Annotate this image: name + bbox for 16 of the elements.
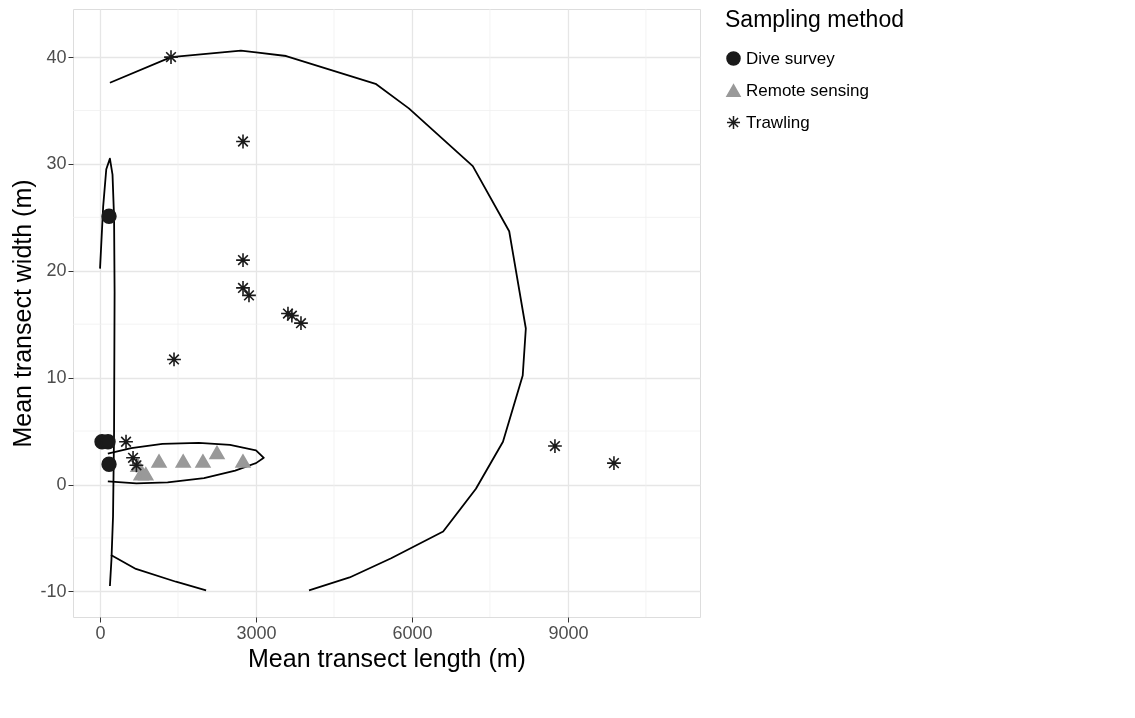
y-tick-label: 30 bbox=[46, 153, 67, 174]
x-tick-label: 6000 bbox=[392, 622, 433, 643]
legend-label: Trawling bbox=[746, 112, 810, 132]
y-tick-label: 20 bbox=[46, 260, 67, 281]
x-tick-label: 0 bbox=[95, 622, 106, 643]
x-axis-title: Mean transect length (m) bbox=[248, 643, 526, 672]
x-tick-label: 3000 bbox=[236, 622, 277, 643]
legend-label: Dive survey bbox=[746, 48, 836, 68]
x-tick-label: 9000 bbox=[548, 622, 589, 643]
y-tick-label: 10 bbox=[46, 367, 67, 388]
y-tick-label: 40 bbox=[46, 46, 67, 67]
y-tick-label: 0 bbox=[56, 474, 67, 494]
y-axis-title: Mean transect width (m) bbox=[8, 179, 37, 448]
legend-label: Remote sensing bbox=[746, 80, 869, 100]
y-tick-label: -10 bbox=[40, 580, 67, 601]
legend-title: Sampling method bbox=[725, 6, 904, 32]
